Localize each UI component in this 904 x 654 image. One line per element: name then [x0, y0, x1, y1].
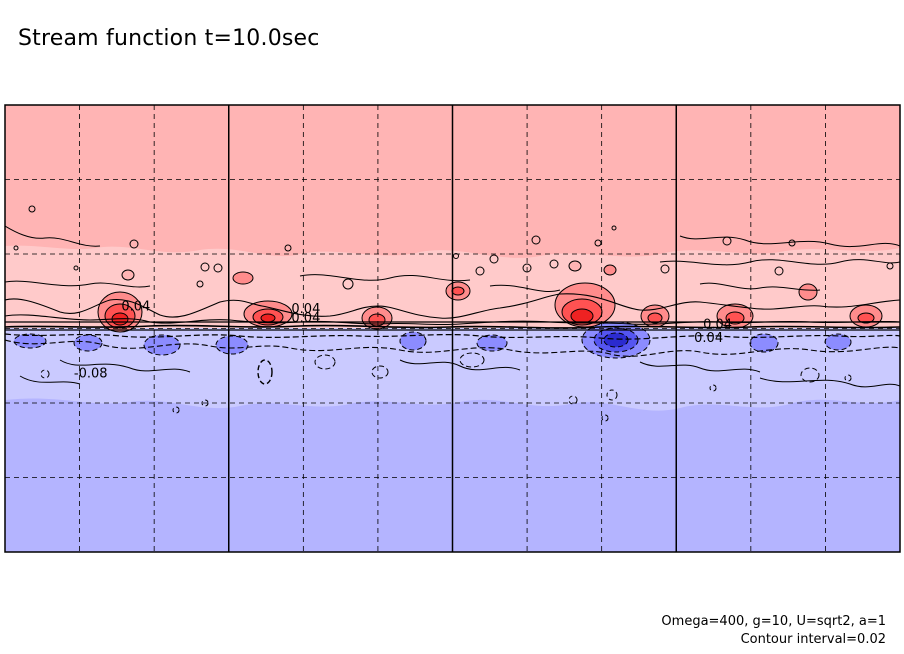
lower-noise-contours — [19, 359, 900, 422]
positive-eddy — [232, 271, 254, 285]
contour-labels: -0.080.04 0.040.04 0.040.04 — [74, 300, 732, 382]
positive-eddy — [260, 313, 276, 323]
positive-eddy — [798, 283, 818, 301]
contour-label: 0.04 — [703, 318, 732, 333]
positive-eddy — [570, 308, 594, 324]
positive-eddy — [857, 312, 875, 324]
negative-eddy — [314, 354, 336, 370]
positive-eddy — [725, 311, 745, 325]
plot-frame — [4, 104, 901, 553]
negative-eddy — [399, 331, 427, 351]
negative-eddy — [824, 333, 852, 351]
positive-eddy — [647, 312, 663, 324]
sector-dividers — [228, 105, 677, 552]
negative-eddy — [371, 365, 389, 379]
negative-eddy — [800, 367, 820, 383]
positive-eddy — [603, 264, 617, 276]
chart-title: Stream function t=10.0sec — [18, 26, 320, 51]
contour-label: 0.04 — [291, 311, 320, 326]
negative-eddy — [459, 352, 485, 368]
negative-eddy — [476, 334, 508, 352]
positive-eddy — [451, 286, 465, 296]
dashed-grid — [5, 105, 900, 552]
positive-eddy — [568, 260, 582, 272]
contour-label: 0.04 — [291, 302, 320, 317]
positive-eddy — [121, 269, 135, 281]
upper-noise-contours — [5, 205, 900, 292]
negative-eddy — [257, 359, 273, 385]
negative-eddies — [13, 321, 852, 385]
contour-label: 0.04 — [121, 300, 150, 315]
negative-eddy — [603, 332, 629, 348]
parameters-text: Omega=400, g=10, U=sqrt2, a=1 — [661, 614, 886, 629]
contour-label: 0.04 — [694, 331, 723, 346]
negative-eddy — [13, 333, 47, 349]
negative-eddy — [749, 333, 779, 353]
negative-eddy — [143, 334, 181, 356]
contour-label: -0.08 — [74, 367, 108, 382]
contour-interval-text: Contour interval=0.02 — [740, 632, 886, 647]
negative-eddy — [215, 335, 249, 355]
